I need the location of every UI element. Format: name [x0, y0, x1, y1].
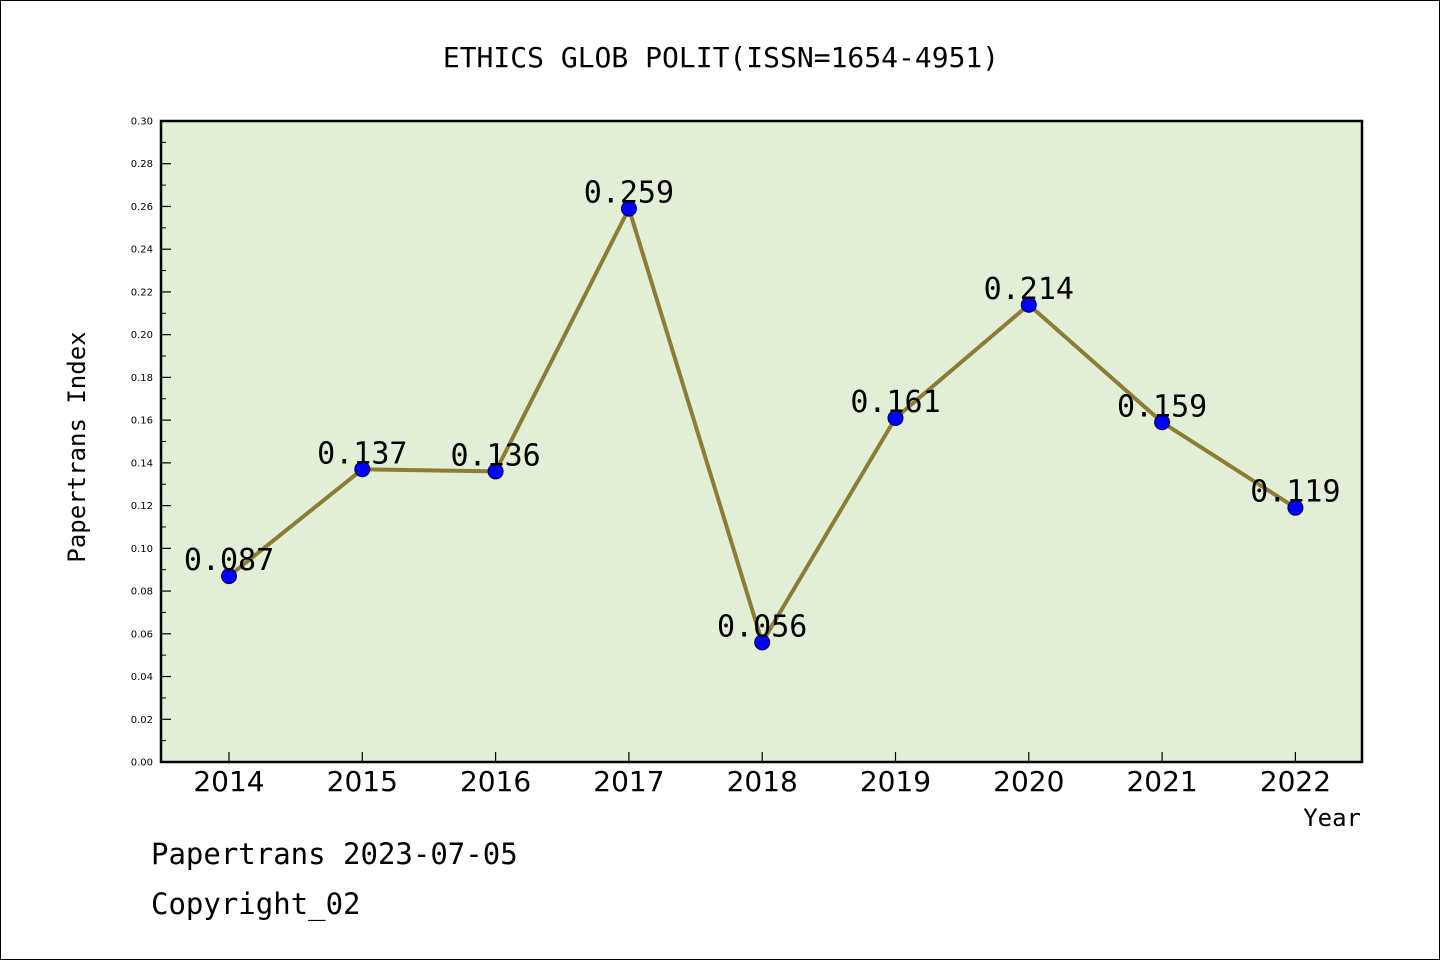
y-tick-label: 0.16 [131, 416, 153, 427]
y-axis: 0.00 0.02 0.04 0.06 0.08 0.10 0.12 0.14 0.16 0.18… [131, 117, 171, 769]
data-point [354, 461, 371, 478]
x-tick-label: 2014 [193, 765, 264, 798]
y-tick-label: 0.26 [131, 202, 153, 213]
data-label: 0.161 [850, 385, 940, 420]
data-label: 0.214 [984, 272, 1074, 307]
y-tick-label: 0.14 [131, 458, 153, 469]
y-tick-label: 0.22 [131, 287, 153, 298]
x-axis-label: Year [1303, 804, 1361, 832]
data-label: 0.159 [1117, 389, 1207, 424]
data-label: 0.087 [184, 543, 274, 578]
x-tick-label: 2017 [593, 765, 664, 798]
plot-area [159, 119, 1364, 764]
data-point [620, 200, 637, 217]
x-tick-label: 2016 [460, 765, 531, 798]
data-point [221, 568, 237, 585]
y-tick-label: 0.20 [131, 330, 153, 341]
data-label: 0.056 [717, 609, 807, 644]
x-tick-label: 2022 [1260, 765, 1331, 798]
x-tick-label: 2020 [993, 765, 1064, 798]
series-group: 0.087 0.137 0.136 0.259 0.056 0.161 0.214 0.159… [184, 176, 1341, 651]
footer-date: Papertrans 2023-07-05 [151, 837, 518, 871]
data-point [887, 409, 904, 426]
y-tick-label: 0.00 [131, 758, 153, 769]
x-axis: 2014 2015 2016 2017 2018 2019 2020 2021 2022 [193, 752, 1331, 798]
data-point [1020, 296, 1037, 313]
footer-copyright: Copyright_02 [151, 887, 361, 922]
x-tick-label: 2019 [860, 765, 931, 798]
data-point [1287, 499, 1304, 516]
x-tick-label: 2021 [1126, 765, 1197, 798]
data-point [1154, 414, 1171, 431]
data-point [754, 634, 771, 651]
data-label: 0.119 [1250, 475, 1340, 510]
x-tick-label: 2015 [327, 765, 398, 798]
y-tick-label: 0.10 [131, 544, 153, 555]
data-point [487, 463, 504, 480]
y-tick-label: 0.18 [131, 373, 153, 384]
data-label: 0.136 [450, 438, 540, 473]
y-tick-label: 0.24 [131, 245, 153, 256]
y-tick-label: 0.04 [131, 672, 153, 683]
x-tick-label: 2018 [727, 765, 798, 798]
y-axis-label: Papertrans Index [63, 331, 91, 562]
y-tick-label: 0.08 [131, 587, 153, 598]
y-tick-label: 0.12 [131, 501, 153, 512]
chart-title: ETHICS GLOB POLIT(ISSN=1654-4951) [443, 41, 999, 74]
y-tick-label: 0.28 [131, 159, 153, 170]
data-label: 0.259 [584, 176, 674, 211]
y-tick-label: 0.02 [131, 715, 153, 726]
data-label: 0.137 [317, 436, 407, 471]
y-tick-label: 0.30 [131, 117, 153, 128]
y-tick-label: 0.06 [131, 629, 153, 640]
